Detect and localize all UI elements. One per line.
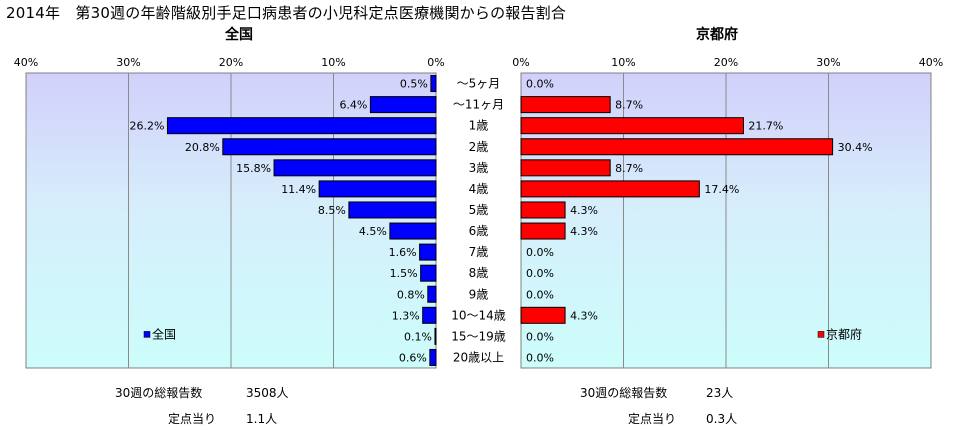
left-bar	[348, 201, 437, 219]
right-bar	[520, 159, 611, 177]
right-total-label: 30週の総報告数	[580, 386, 668, 400]
left-bar	[429, 348, 437, 366]
left-data-label: 0.5%	[400, 78, 428, 91]
left-bar	[434, 327, 437, 345]
right-data-label: 4.3%	[570, 309, 598, 322]
right-data-label: 30.4%	[838, 141, 873, 154]
right-data-label: 0.0%	[526, 246, 554, 259]
category-label: 1歳	[469, 119, 489, 133]
left-total-label: 30週の総報告数	[115, 386, 203, 400]
left-tick-label: 20%	[219, 56, 243, 69]
right-tick-label: 30%	[816, 56, 840, 69]
category-label: 9歳	[469, 287, 489, 301]
left-tick-label: 10%	[321, 56, 345, 69]
right-data-label: 0.0%	[526, 78, 554, 91]
left-bar	[166, 117, 437, 135]
left-bar	[273, 159, 437, 177]
category-label: 2歳	[469, 140, 489, 154]
left-data-label: 8.5%	[318, 204, 346, 217]
left-bar	[419, 243, 437, 261]
left-data-label: 15.8%	[236, 162, 271, 175]
left-data-label: 11.4%	[281, 183, 316, 196]
category-label: 7歳	[469, 245, 489, 259]
right-data-label: 8.7%	[615, 99, 643, 112]
category-label: 10～14歳	[451, 308, 506, 322]
right-legend-label: 京都府	[826, 326, 862, 341]
right-data-label: 0.0%	[526, 288, 554, 301]
left-data-label: 0.1%	[404, 330, 432, 343]
right-per-site-value: 0.3人	[706, 412, 738, 426]
left-data-label: 26.2%	[129, 120, 164, 133]
right-data-label: 21.7%	[748, 120, 783, 133]
right-data-label: 17.4%	[704, 183, 739, 196]
left-per-site-value: 1.1人	[246, 412, 278, 426]
left-tick-label: 40%	[14, 56, 38, 69]
category-label: 5歳	[469, 203, 489, 217]
right-tick-label: 40%	[919, 56, 943, 69]
left-data-label: 1.5%	[390, 267, 418, 280]
right-bar	[520, 201, 566, 219]
left-bar	[422, 306, 437, 324]
category-label: ～11ヶ月	[453, 98, 504, 112]
right-data-label: 8.7%	[615, 162, 643, 175]
right-data-label: 4.3%	[570, 225, 598, 238]
left-data-label: 0.6%	[399, 351, 427, 364]
left-data-label: 0.8%	[397, 288, 425, 301]
left-tick-label: 30%	[116, 56, 140, 69]
left-bar	[430, 75, 437, 93]
right-per-site-label: 定点当り	[628, 412, 677, 426]
category-label: 6歳	[469, 224, 489, 238]
chart-title: 2014年 第30週の年齢階級別手足口病患者の小児科定点医療機関からの報告割合	[6, 4, 567, 22]
right-total-value: 23人	[706, 386, 734, 400]
left-bar	[318, 180, 437, 198]
right-data-label: 0.0%	[526, 351, 554, 364]
left-bar	[427, 285, 437, 303]
right-bar	[520, 306, 566, 324]
right-bar	[520, 96, 611, 114]
left-data-label: 20.8%	[185, 141, 220, 154]
left-data-label: 1.3%	[392, 309, 420, 322]
right-tick-label: 0%	[512, 56, 529, 69]
left-total-value: 3508人	[246, 386, 289, 400]
left-bar	[389, 222, 437, 240]
right-bar	[520, 180, 700, 198]
right-data-label: 4.3%	[570, 204, 598, 217]
right-legend-swatch	[817, 331, 825, 338]
category-label: 20歳以上	[453, 350, 504, 364]
category-label: 3歳	[469, 161, 489, 175]
right-data-label: 0.0%	[526, 267, 554, 280]
right-tick-label: 20%	[714, 56, 738, 69]
left-data-label: 1.6%	[389, 246, 417, 259]
left-data-label: 4.5%	[359, 225, 387, 238]
category-label: 8歳	[469, 266, 489, 280]
category-label: 15～19歳	[451, 329, 506, 343]
right-bar	[520, 117, 744, 135]
right-bar	[520, 222, 566, 240]
left-legend-swatch	[143, 331, 151, 338]
right-data-label: 0.0%	[526, 330, 554, 343]
right-bar	[520, 138, 834, 156]
right-panel-title: 京都府	[696, 27, 738, 43]
left-per-site-label: 定点当り	[168, 412, 217, 426]
left-bar	[420, 264, 437, 282]
category-label: ～5ヶ月	[457, 77, 501, 91]
category-label: 4歳	[469, 182, 489, 196]
left-legend-label: 全国	[152, 326, 176, 341]
right-tick-label: 10%	[611, 56, 635, 69]
left-bar	[222, 138, 437, 156]
left-tick-label: 0%	[427, 56, 444, 69]
left-panel-title: 全国	[225, 27, 253, 43]
left-bar	[369, 96, 437, 114]
left-data-label: 6.4%	[339, 99, 367, 112]
